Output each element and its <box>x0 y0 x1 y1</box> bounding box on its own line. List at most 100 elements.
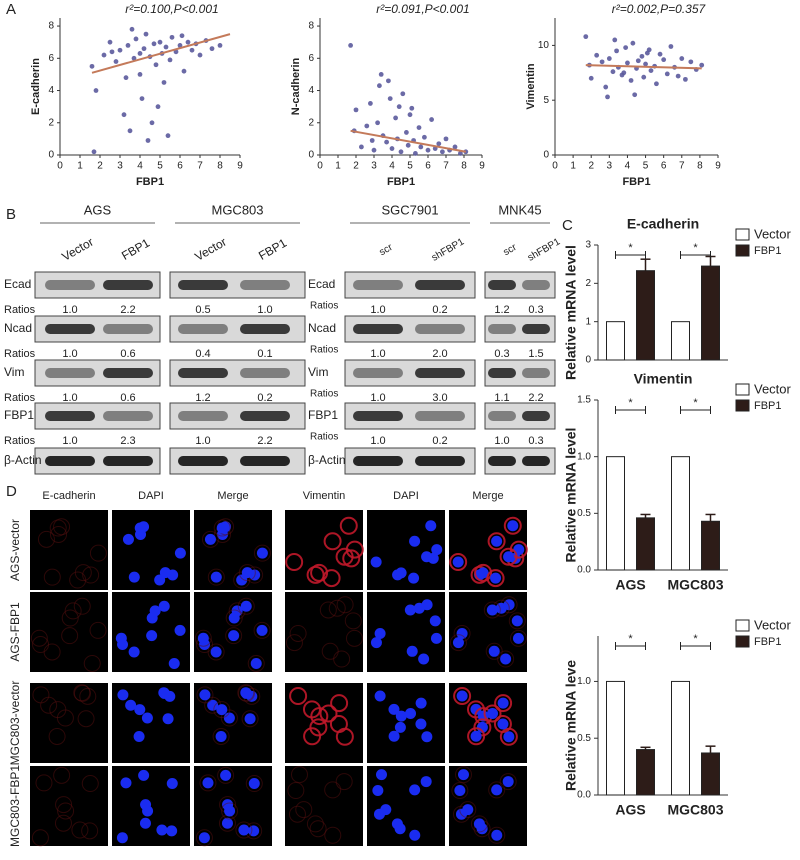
membrane-stain <box>329 714 348 733</box>
nucleus <box>511 615 523 627</box>
x-tick-label: 9 <box>479 161 485 172</box>
y-tick-label: 8 <box>308 21 314 32</box>
membrane-stain <box>237 684 255 702</box>
membrane-stain <box>225 609 243 627</box>
nucleus <box>408 572 420 584</box>
nucleus <box>158 687 170 699</box>
blot-band <box>353 368 403 378</box>
point <box>145 138 151 143</box>
y-tick-label: 0.5 <box>577 733 591 744</box>
row-label: FBP1 <box>4 408 34 422</box>
nucleus <box>215 730 227 742</box>
ratio-value: 0.5 <box>195 304 210 316</box>
blot-band <box>415 324 465 334</box>
membrane-stain <box>289 624 307 642</box>
chart-title: Vimentin <box>634 371 693 387</box>
point <box>127 128 133 134</box>
legend-label: FBP1 <box>754 400 782 412</box>
nucleus <box>240 600 252 612</box>
membrane-stain <box>221 802 239 820</box>
row-label: Vim <box>4 365 24 379</box>
ratio-label: Ratios <box>4 392 36 404</box>
membrane-stain <box>253 621 271 639</box>
bar <box>606 680 625 796</box>
point <box>371 147 377 153</box>
nucleus <box>420 776 432 788</box>
bar <box>671 680 690 796</box>
y-tick-label: 0.0 <box>577 565 591 576</box>
point <box>404 130 409 135</box>
nucleus <box>374 690 386 702</box>
membrane-stain <box>54 814 72 832</box>
blot-band <box>415 456 465 466</box>
membrane-stain <box>225 627 243 645</box>
nucleus <box>456 690 468 702</box>
membrane-stain <box>35 774 53 792</box>
error-bar <box>640 746 651 750</box>
nucleus <box>477 567 489 579</box>
point <box>699 62 705 68</box>
x-axis-label: FBP1 <box>136 176 164 188</box>
point <box>664 71 670 77</box>
lane-label: Vector <box>59 235 95 264</box>
nucleus <box>391 818 403 830</box>
nucleus <box>248 778 260 790</box>
point <box>683 76 688 82</box>
blot-band <box>45 411 95 421</box>
y-tick-label: 4 <box>308 85 314 96</box>
ratio-label: Ratios <box>310 389 338 400</box>
legend-label: FBP1 <box>754 636 782 648</box>
row-label: Ecad <box>4 277 31 291</box>
point <box>657 51 663 57</box>
legend-swatch <box>735 244 750 257</box>
blot-band <box>45 368 95 378</box>
point <box>409 105 415 111</box>
nucleus <box>159 567 171 579</box>
column-header: Merge <box>217 490 248 502</box>
membrane-stain <box>309 718 328 737</box>
membrane-stain <box>61 609 79 627</box>
point <box>416 125 422 130</box>
micrograph <box>30 510 108 590</box>
membrane-stain <box>55 796 73 814</box>
membrane-stain <box>32 686 50 704</box>
nucleus <box>388 703 400 715</box>
nucleus <box>502 776 514 788</box>
membrane-stain <box>497 650 515 668</box>
point <box>153 62 159 68</box>
membrane-stain <box>499 773 517 791</box>
ratio-value: 1.0 <box>62 304 77 316</box>
lane-label: FBP1 <box>256 236 289 263</box>
point <box>599 59 605 65</box>
nucleus <box>120 777 132 789</box>
annotation: r²=0.091,P<0.001 <box>376 2 469 16</box>
y-tick-label: 0 <box>48 150 54 161</box>
x-tick-label: 0 <box>317 161 323 172</box>
point <box>606 56 612 61</box>
membrane-stain <box>207 568 225 586</box>
x-tick-label: 3 <box>371 161 377 172</box>
membrane-stain <box>508 612 526 630</box>
membrane-stain <box>285 634 303 652</box>
x-tick-label: 6 <box>425 161 431 172</box>
ratio-value: 2.2 <box>528 392 543 404</box>
nucleus <box>154 574 166 586</box>
error-bar <box>705 745 716 753</box>
ratio-value: 0.3 <box>528 435 543 447</box>
error-bar <box>640 513 651 518</box>
membrane-stain <box>237 597 255 615</box>
blot-band <box>353 411 403 421</box>
ratio-value: 1.0 <box>370 435 385 447</box>
point <box>440 149 445 155</box>
blot-band <box>178 411 228 421</box>
blot-band <box>522 456 550 466</box>
nucleus <box>250 657 262 669</box>
ratio-label: Ratios <box>4 304 36 316</box>
blot-band <box>45 280 95 290</box>
membrane-stain <box>71 821 89 839</box>
y-axis-label: Relative mRNA level <box>563 245 579 380</box>
nucleus <box>142 805 154 817</box>
lane-label: shFBP1 <box>526 236 563 264</box>
nucleus <box>456 627 468 639</box>
